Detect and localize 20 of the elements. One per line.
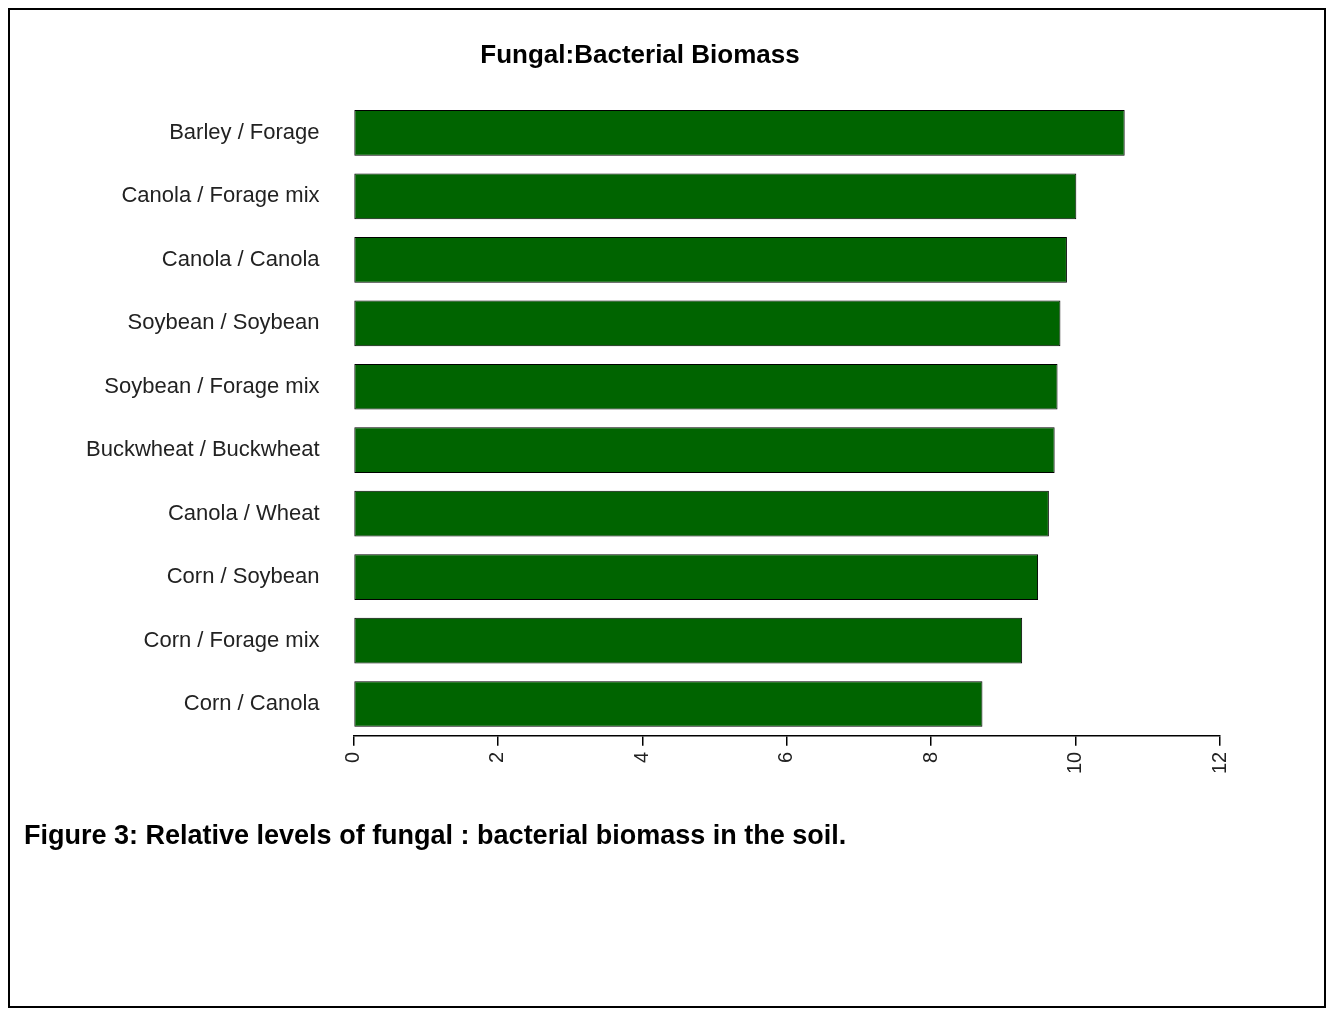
y-tick-label: Corn / Forage mix xyxy=(143,626,320,652)
x-tick-label: 4 xyxy=(629,751,652,763)
y-tick-label: Canola / Wheat xyxy=(167,499,320,525)
x-tick-label: 12 xyxy=(1207,751,1230,774)
page-frame: Fungal:Bacterial Biomass 0 2 4 6 8 10 12 Barley / Forage Canola / Forage mix Canola / Canola Soybean / Soybean Soybean / Forage mix Buckwheat / Buckwheat Canola / Wheat Corn / Soybean Corn / Forage mix Corn / Canola Figure 3: Relative levels of fungal : bacterial biomass in the soil. xyxy=(8,8,1326,1008)
y-tick-label: Barley / Forage xyxy=(169,118,320,144)
y-tick-label: Canola / Canola xyxy=(161,245,321,271)
x-tick-label: 10 xyxy=(1063,751,1086,774)
x-tick-label: 2 xyxy=(485,751,508,763)
x-tick-label: 8 xyxy=(918,751,941,763)
caption: Figure 3: Relative levels of fungal : bacterial biomass in the soil. xyxy=(24,820,848,851)
x-tick-label: 0 xyxy=(341,751,364,763)
y-tick-label: Canola / Forage mix xyxy=(121,182,320,208)
y-tick-label: Buckwheat / Buckwheat xyxy=(85,436,320,462)
y-tick-label: Corn / Soybean xyxy=(166,563,320,589)
chart-title: Fungal:Bacterial Biomass xyxy=(480,38,800,69)
y-tick-label: Corn / Canola xyxy=(183,690,321,716)
y-tick-label: Soybean / Forage mix xyxy=(104,372,320,398)
x-tick-label: 6 xyxy=(774,751,797,763)
y-tick-label: Soybean / Soybean xyxy=(127,309,320,335)
